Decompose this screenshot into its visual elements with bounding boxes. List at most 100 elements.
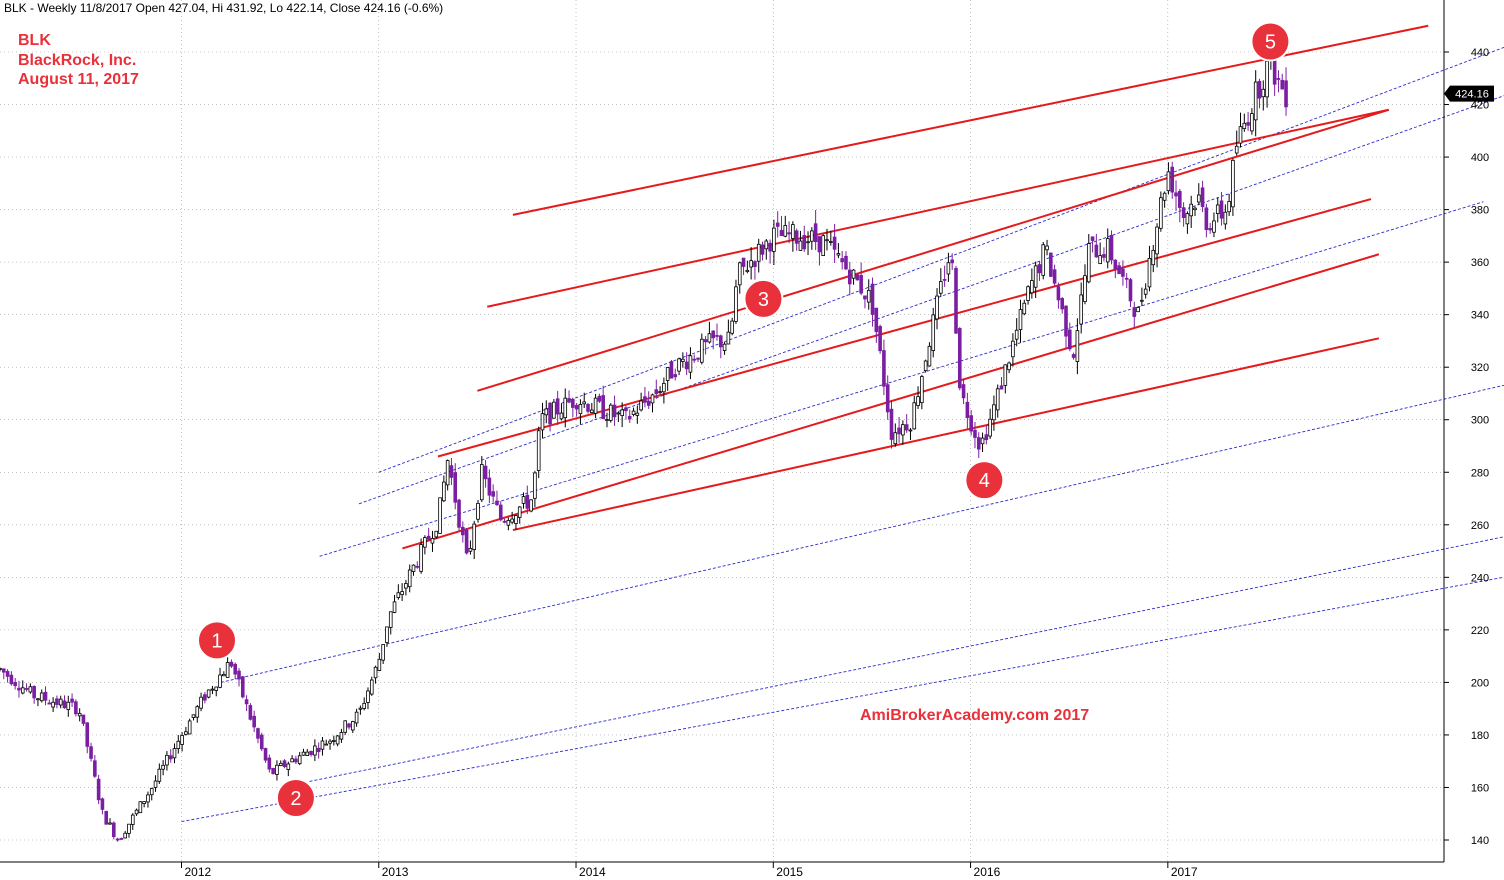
red-trend-line	[402, 253, 1380, 550]
channel-line	[280, 536, 1504, 788]
symbol-label: BLK	[18, 32, 51, 49]
candle-body	[1128, 279, 1133, 302]
candle-body	[157, 768, 162, 782]
candle-body	[821, 235, 826, 256]
candle-body	[684, 361, 689, 370]
candle-body	[1261, 88, 1266, 98]
candle-body	[866, 289, 871, 303]
candle-body	[787, 232, 791, 235]
candle-body	[798, 240, 803, 251]
candle-body	[707, 333, 712, 343]
candle-body	[415, 565, 420, 568]
candle-body	[1022, 302, 1027, 315]
candle-body	[620, 409, 624, 417]
candle-body	[730, 320, 734, 334]
candle-body	[639, 400, 643, 411]
candle-body	[191, 714, 196, 718]
candle-body	[210, 688, 215, 691]
candle-body	[749, 260, 753, 268]
candle-body	[703, 339, 708, 343]
candle-body	[908, 429, 913, 432]
candle-body	[1280, 79, 1285, 90]
candle-body	[324, 743, 329, 746]
candle-body	[586, 403, 590, 412]
candle-body	[817, 236, 822, 253]
candle-body	[1041, 244, 1046, 276]
candle-body	[347, 723, 351, 728]
candle-body	[203, 694, 207, 701]
y-tick-label: 400	[1471, 152, 1489, 164]
grid-lines	[0, 0, 1444, 862]
candle-body	[627, 415, 632, 420]
candle-body	[650, 394, 655, 404]
candle-body	[525, 494, 530, 509]
channel-line	[378, 46, 1504, 473]
candle-body	[965, 401, 970, 419]
candle-body	[544, 408, 549, 416]
candle-body	[1124, 277, 1129, 280]
candle-body	[635, 412, 640, 416]
candle-body	[969, 415, 973, 432]
candle-body	[248, 705, 253, 720]
candle-body	[1113, 259, 1118, 270]
candle-body	[168, 755, 173, 760]
candle-body	[916, 396, 920, 406]
candle-body	[605, 419, 609, 421]
candle-body	[17, 687, 21, 691]
candle-body	[912, 402, 917, 430]
candle-body	[957, 328, 962, 389]
candle-body	[142, 801, 146, 805]
candle-body	[574, 405, 579, 410]
candle-body	[946, 262, 951, 275]
channel-line	[358, 95, 1504, 505]
channel-line	[220, 384, 1504, 683]
wave-marker-circle	[964, 460, 1005, 501]
candle-body	[1155, 226, 1159, 255]
candle-body	[89, 746, 93, 759]
candle-body	[540, 413, 545, 431]
candle-body	[388, 611, 393, 628]
candle-body	[43, 691, 48, 701]
candle-body	[1215, 204, 1220, 215]
candle-body	[1242, 122, 1247, 130]
candle-body	[70, 698, 74, 703]
x-tick-label: 2013	[382, 865, 409, 879]
candle-body	[267, 757, 272, 770]
candle-body	[498, 504, 503, 521]
candle-body	[176, 740, 181, 749]
candle-body	[942, 279, 947, 281]
candle-body	[901, 424, 905, 436]
candle-body	[825, 239, 829, 242]
candle-body	[1162, 192, 1167, 201]
candle-body	[631, 410, 636, 415]
y-tick-label: 340	[1471, 310, 1489, 322]
x-tick-label: 2016	[974, 865, 1001, 879]
candle-body	[700, 338, 704, 363]
candle-body	[407, 569, 412, 588]
candle-body	[976, 437, 981, 450]
candle-body	[624, 407, 628, 412]
candle-body	[1086, 243, 1091, 283]
wave-marker-label: 5	[1265, 31, 1276, 53]
x-tick-label: 2015	[776, 865, 803, 879]
candle-body	[521, 496, 526, 504]
red-trend-lines	[402, 24, 1429, 550]
y-tick-label: 300	[1471, 415, 1489, 427]
candle-body	[47, 702, 52, 705]
candle-body	[93, 760, 97, 777]
candle-body	[973, 429, 977, 438]
candle-body	[278, 762, 283, 766]
candle-body	[836, 253, 841, 256]
candle-body	[286, 763, 291, 770]
red-trend-line	[437, 198, 1372, 458]
company-name: BlackRock, Inc.	[18, 52, 137, 69]
candle-body	[1212, 220, 1216, 233]
candle-body	[715, 335, 719, 337]
candle-body	[794, 230, 799, 244]
candle-body	[1147, 258, 1152, 288]
candle-body	[81, 714, 86, 724]
candle-body	[935, 295, 939, 320]
candle-body	[1284, 80, 1288, 108]
candle-body	[878, 326, 882, 352]
